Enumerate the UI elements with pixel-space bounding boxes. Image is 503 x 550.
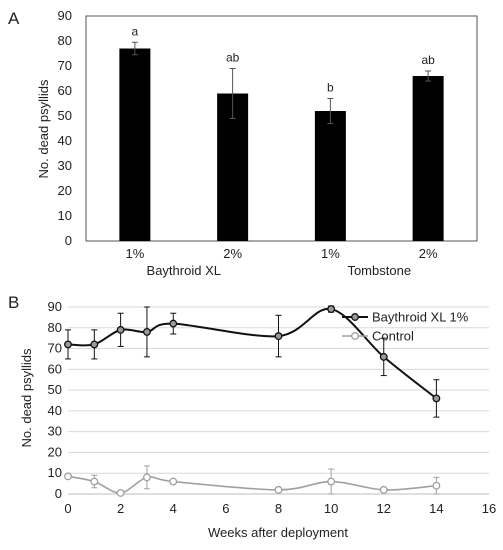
panel-b-x-tick-label: 14: [429, 501, 443, 516]
panel-b-x-axis-label: Weeks after deployment: [208, 525, 348, 540]
panel-b-data-point: [274, 332, 283, 341]
panel-b-data-point: [379, 485, 388, 494]
panel-b-data-point: [432, 481, 441, 490]
panel-b-data-point: [116, 489, 125, 497]
panel-b-data-point: [116, 325, 125, 334]
panel-a-significance-label: ab: [421, 53, 435, 67]
panel-b-data-point: [274, 485, 283, 494]
panel-b-y-axis-label: No. dead psyllids: [19, 348, 34, 447]
panel-b-y-ticks: 0 10 20 30 40 50 60 70 80 90: [48, 299, 62, 501]
panel-a-bar: [119, 48, 151, 241]
panel-b-data-point: [64, 472, 72, 481]
panel-b-y-tick-label: 40: [48, 403, 62, 418]
panel-b-y-tick-label: 50: [48, 382, 62, 397]
panel-a-significance-label: b: [327, 81, 334, 95]
panel-a-y-tick-label: 10: [58, 208, 72, 223]
panel-b-data-point: [432, 394, 441, 403]
panel-b-data-point: [142, 473, 151, 482]
panel-b-series-2: [64, 465, 441, 497]
panel-b-series-line: [67, 308, 437, 400]
panel-a-significance-label: a: [132, 24, 139, 38]
panel-b-legend: Baythroid XL 1% Control: [342, 310, 469, 344]
panel-b-data-point: [327, 477, 336, 486]
panel-a-group-label: Tombstone: [347, 263, 411, 278]
panel-a-bar: [314, 111, 346, 241]
panel-b-data-point: [379, 352, 388, 361]
panel-b-data-point: [90, 477, 99, 486]
panel-a-y-tick-label: 80: [58, 33, 72, 48]
panel-a-y-tick-label: 0: [65, 233, 72, 248]
panel-b-legend-swatch-marker: [351, 332, 359, 340]
panel-a-plot-frame: [85, 15, 478, 242]
panel-a-significance-label: ab: [226, 51, 240, 65]
panel-b-y-tick-label: 20: [48, 444, 62, 459]
panel-b-y-tick-label: 0: [55, 486, 62, 501]
panel-b-x-tick-label: 4: [170, 501, 177, 516]
panel-b-data-point: [64, 340, 72, 349]
panel-a-x-tick-label: 1%: [125, 246, 144, 261]
panel-a-y-axis-label: No. dead psyllids: [36, 79, 51, 178]
panel-a-y-tick-label: 20: [58, 183, 72, 198]
panel-a-x-tick-label: 2%: [223, 246, 242, 261]
panel-a-x-ticks: 1% 2% 1% 2%: [125, 246, 437, 261]
panel-a-bar: [412, 76, 444, 241]
panel-b-y-tick-label: 80: [48, 320, 62, 335]
panel-b-label: B: [8, 293, 19, 312]
panel-a-bars: a ab b ab: [85, 15, 478, 242]
panel-b-x-tick-label: 16: [482, 501, 496, 516]
panel-b-data-point: [90, 340, 99, 349]
panel-b: B 0 10 20 30 40 50 60 70 80 90 0 2 4 6 8 10 12 14 16 Bayt…: [8, 293, 496, 540]
panel-b-data-point: [169, 477, 178, 486]
panel-b-x-tick-label: 8: [275, 501, 282, 516]
panel-b-x-ticks: 0 2 4 6 8 10 12 14 16: [64, 501, 496, 516]
panel-b-y-tick-label: 10: [48, 465, 62, 480]
panel-a-y-ticks: 0 10 20 30 40 50 60 70 80 90: [58, 8, 72, 248]
panel-b-legend-swatch-marker: [351, 313, 359, 321]
panel-b-y-tick-label: 30: [48, 424, 62, 439]
panel-a-group-labels: Baythroid XL Tombstone: [147, 263, 412, 278]
panel-b-x-tick-label: 2: [117, 501, 124, 516]
panel-b-data-point: [142, 327, 151, 336]
panel-a-y-tick-label: 40: [58, 133, 72, 148]
panel-a-y-tick-label: 60: [58, 83, 72, 98]
panel-b-x-tick-label: 12: [377, 501, 391, 516]
panel-a-label: A: [8, 9, 20, 28]
panel-b-gridlines: [68, 306, 489, 495]
panel-b-series: [64, 305, 441, 497]
panel-b-y-tick-label: 90: [48, 299, 62, 314]
panel-a-y-tick-label: 50: [58, 108, 72, 123]
panel-a-group-label: Baythroid XL: [147, 263, 221, 278]
panel-a-y-tick-label: 70: [58, 58, 72, 73]
panel-b-series-1: [64, 305, 441, 418]
panel-a-y-tick-label: 30: [58, 158, 72, 173]
panel-b-data-point: [169, 319, 178, 328]
panel-a-y-tick-label: 90: [58, 8, 72, 23]
panel-a-x-tick-label: 2%: [419, 246, 438, 261]
panel-b-x-tick-label: 6: [222, 501, 229, 516]
panel-a: A 0 10 20 30 40 50 60 70 80 90 a ab b ab 1% 2% 1% 2% Ba…: [8, 8, 478, 278]
panel-b-x-tick-label: 10: [324, 501, 338, 516]
panel-a-x-tick-label: 1%: [321, 246, 340, 261]
panel-b-data-point: [327, 305, 336, 314]
panel-b-legend-label: Baythroid XL 1%: [372, 310, 469, 325]
panel-b-legend-label: Control: [372, 329, 414, 344]
panel-b-x-tick-label: 0: [64, 501, 71, 516]
panel-b-y-tick-label: 70: [48, 341, 62, 356]
panel-b-y-tick-label: 60: [48, 361, 62, 376]
